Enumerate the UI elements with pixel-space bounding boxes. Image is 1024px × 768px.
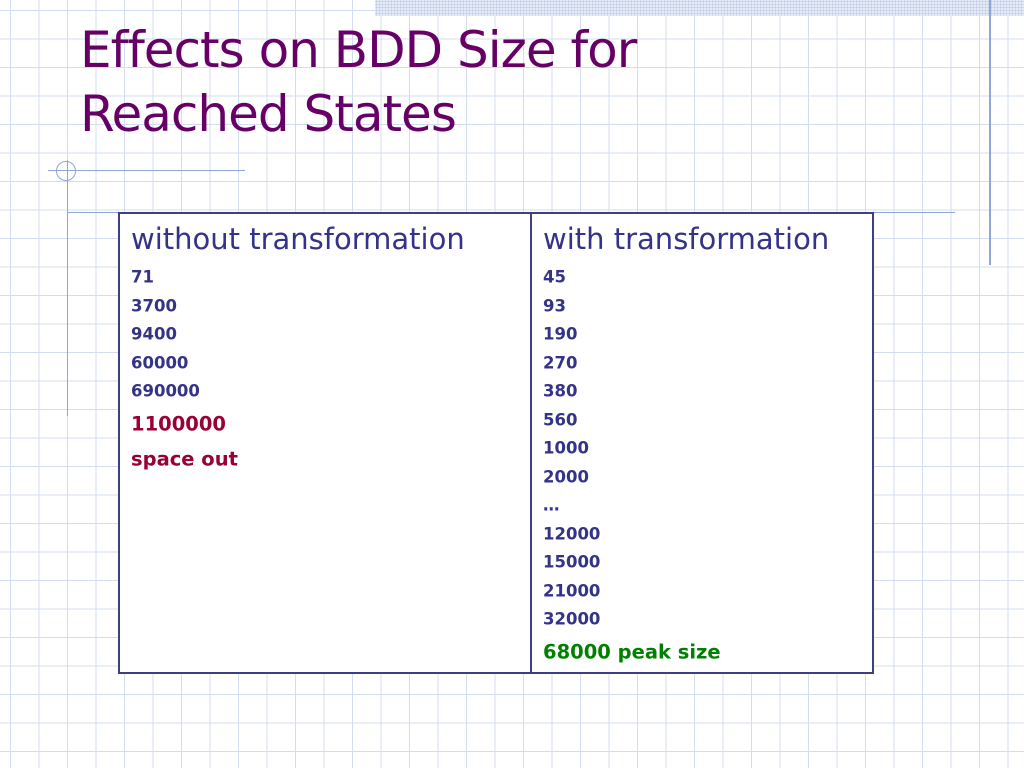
highlight-value: 68000 peak size — [543, 640, 721, 664]
cell-value: … — [543, 495, 560, 515]
table-column: with transformation 45 93 190 270 380 560 1000 2… — [532, 214, 870, 672]
highlight-value: 1100000 — [131, 412, 226, 436]
cell-value: 3700 — [131, 296, 177, 315]
slide-title: Effects on BDD Size for Reached States — [80, 18, 637, 146]
cell-value: 45 — [543, 267, 566, 287]
table: without transformation 71 3700 9400 60000 690… — [118, 212, 874, 674]
cell-value: 71 — [131, 267, 154, 287]
title-line: Effects on BDD Size for — [80, 21, 637, 79]
decoration-line — [989, 0, 991, 265]
column-divider — [530, 214, 532, 672]
cell-value: 560 — [543, 410, 578, 429]
cell-value: 9400 — [131, 324, 177, 344]
cell-value: 21000 — [543, 581, 601, 600]
table-column: without transformation 71 3700 9400 60000 690… — [120, 214, 530, 672]
cell-value: 15000 — [543, 552, 601, 572]
highlight-value: space out — [131, 447, 238, 471]
column-header: without transformation — [131, 222, 465, 256]
decoration-line — [67, 160, 68, 416]
decoration-line — [48, 170, 245, 171]
cell-value: 190 — [543, 324, 578, 344]
decoration-circle — [56, 161, 76, 181]
cell-value: 380 — [543, 381, 578, 401]
decoration-band — [375, 0, 1024, 16]
title-line: Reached States — [80, 85, 457, 143]
cell-value: 2000 — [543, 467, 589, 486]
cell-value: 270 — [543, 353, 578, 372]
cell-value: 32000 — [543, 609, 601, 629]
cell-value: 12000 — [543, 524, 601, 543]
cell-value: 93 — [543, 296, 566, 315]
cell-value: 1000 — [543, 438, 589, 458]
cell-value: 690000 — [131, 381, 200, 401]
column-header: with transformation — [543, 222, 830, 256]
cell-value: 60000 — [131, 353, 189, 372]
